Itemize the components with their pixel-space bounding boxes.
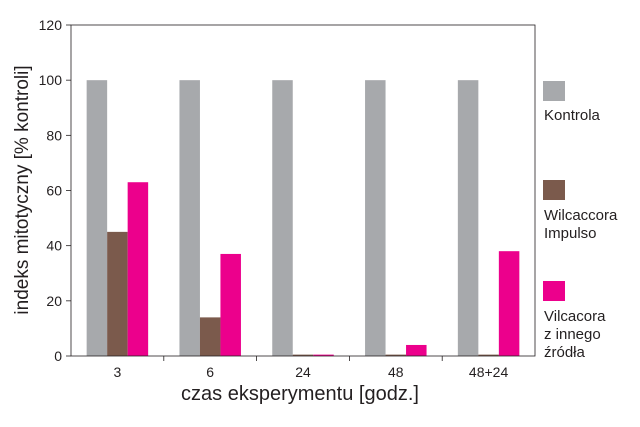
bar-wilcaccora-impulso-48 — [385, 354, 407, 356]
x-tick-label-48: 48 — [388, 364, 404, 380]
bar-vilcacora-z-innego-zrodla-24 — [313, 354, 334, 356]
y-tick-label-60: 60 — [46, 183, 62, 199]
y-tick-label-0: 0 — [54, 348, 62, 364]
bar-kontrola-48-24 — [457, 80, 479, 357]
x-tick-label-3: 3 — [114, 364, 122, 380]
bar-wilcaccora-impulso-24 — [292, 354, 314, 356]
y-tick-label-20: 20 — [46, 293, 62, 309]
bar-vilcacora-z-innego-zrodla-3 — [127, 182, 149, 356]
legend-swatch-vilcacora-z-innego-zrodla — [543, 281, 565, 301]
x-tick-label-48-24: 48+24 — [469, 364, 509, 380]
legend-swatch-wilcaccora-impulso — [543, 180, 565, 200]
legend-item-wilcaccora-impulso: Wilcaccora Impulso — [543, 180, 618, 242]
bar-kontrola-48 — [365, 80, 386, 357]
x-tick-label-6: 6 — [206, 364, 214, 380]
legend-item-kontrola: Kontrola — [543, 81, 601, 124]
legend-label-wilcaccora-impulso-line-2: Impulso — [544, 225, 597, 242]
axes-layer: 0 20 40 60 80 100 120 3 6 24 48 48+24 — [39, 17, 509, 380]
bar-wilcaccora-impulso-3 — [107, 231, 128, 356]
y-tick-label-120: 120 — [39, 17, 63, 33]
y-tick-label-100: 100 — [39, 72, 63, 88]
legend: Kontrola Wilcaccora Impulso Vilcacora z … — [543, 81, 618, 361]
bar-wilcaccora-impulso-48-24 — [478, 354, 499, 356]
y-tick-label-40: 40 — [46, 238, 62, 254]
bar-wilcaccora-impulso-6 — [199, 317, 221, 356]
bars-layer — [86, 80, 520, 357]
y-tick-label-80: 80 — [46, 127, 62, 143]
legend-label-kontrola: Kontrola — [544, 107, 601, 124]
bar-kontrola-3 — [86, 80, 108, 357]
legend-label-vilcacora-line-1: Vilcacora — [544, 308, 606, 325]
bar-vilcacora-z-innego-zrodla-48-24 — [498, 251, 520, 356]
legend-label-vilcacora-line-2: z innego — [544, 326, 601, 343]
legend-label-wilcaccora-impulso-line-1: Wilcaccora — [544, 207, 618, 224]
x-tick-label-24: 24 — [295, 364, 311, 380]
y-axis-title: indeks mitotyczny [% kontroli] — [12, 65, 33, 314]
bar-vilcacora-z-innego-zrodla-6 — [220, 253, 241, 356]
bar-vilcacora-z-innego-zrodla-48 — [406, 344, 427, 356]
bar-kontrola-24 — [272, 80, 293, 357]
legend-swatch-kontrola — [543, 81, 565, 101]
legend-item-vilcacora-z-innego-zrodla: Vilcacora z innego źródła — [543, 281, 606, 361]
legend-label-vilcacora-line-3: źródła — [544, 344, 586, 361]
bar-kontrola-6 — [179, 80, 200, 357]
x-axis-title: czas eksperymentu [godz.] — [181, 383, 419, 405]
